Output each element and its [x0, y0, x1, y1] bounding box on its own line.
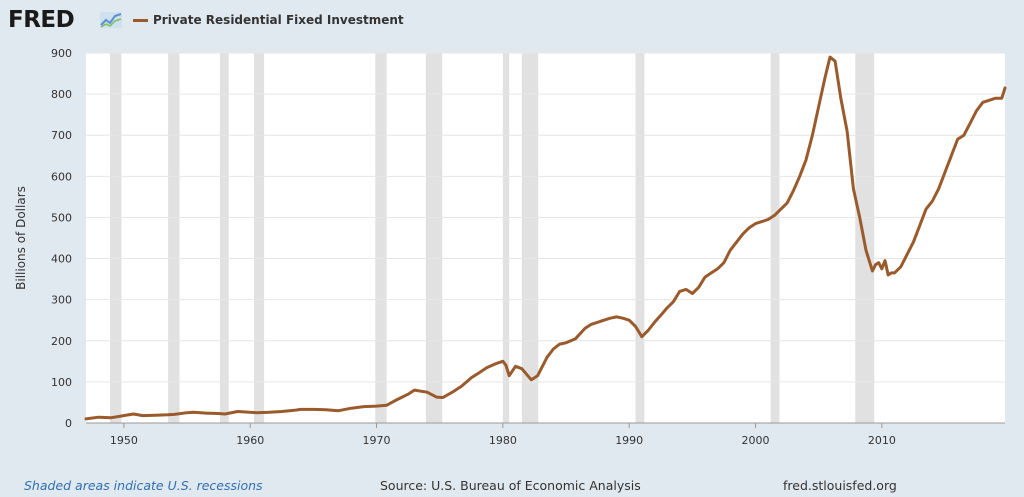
recession-band: [635, 53, 645, 423]
x-tick-label: 1970: [363, 434, 391, 447]
fred-trend-line-icon: [100, 12, 122, 28]
recession-band: [375, 53, 387, 423]
y-tick-labels: 0 100 200 300 400 500 600 700 800 900: [51, 47, 72, 430]
recession-band: [219, 53, 229, 423]
recession-band: [521, 53, 539, 423]
y-tick-label: 800: [51, 88, 72, 101]
recession-band: [254, 53, 265, 423]
y-tick-label: 500: [51, 211, 72, 224]
series-line: [84, 55, 1007, 421]
recession-band: [425, 53, 443, 423]
gridlines: [86, 52, 1005, 383]
x-tick-label: 2010: [868, 434, 896, 447]
recession-band: [110, 53, 122, 423]
legend-swatch: [133, 19, 148, 22]
recession-band: [168, 53, 180, 423]
y-tick-label: 400: [51, 253, 72, 266]
x-tick-label: 1980: [489, 434, 517, 447]
x-tick-label: 1950: [110, 434, 138, 447]
y-tick-label: 700: [51, 129, 72, 142]
recession-band: [770, 53, 780, 423]
legend-series-label: Private Residential Fixed Investment: [153, 13, 404, 27]
site-link[interactable]: fred.stlouisfed.org: [783, 478, 897, 493]
fred-logo[interactable]: FRED: [8, 7, 75, 33]
x-tick-label: 1990: [615, 434, 643, 447]
y-tick-label: 900: [51, 47, 72, 60]
x-tick-label: 2000: [742, 434, 770, 447]
recession-note[interactable]: Shaded areas indicate U.S. recessions: [24, 478, 263, 493]
y-tick-label: 0: [65, 417, 72, 430]
recession-band: [502, 53, 510, 423]
y-tick-label: 200: [51, 335, 72, 348]
y-tick-label: 300: [51, 294, 72, 307]
header: FRED Private Residential Fixed Investmen…: [0, 0, 1024, 40]
x-tick-label: 1960: [236, 434, 264, 447]
chart: 0 100 200 300 400 500 600 700 800 900 1950 1960 197…: [14, 47, 1007, 447]
y-tick-label: 600: [51, 170, 72, 183]
y-tick-label: 100: [51, 376, 72, 389]
recession-bands: [110, 53, 875, 423]
series-layer: [84, 55, 1007, 421]
y-axis-title: Billions of Dollars: [14, 186, 28, 290]
source-text: Source: U.S. Bureau of Economic Analysis: [380, 478, 641, 493]
x-tick-labels: 1950 1960 1970 1980 1990 2000 2010: [110, 423, 896, 447]
